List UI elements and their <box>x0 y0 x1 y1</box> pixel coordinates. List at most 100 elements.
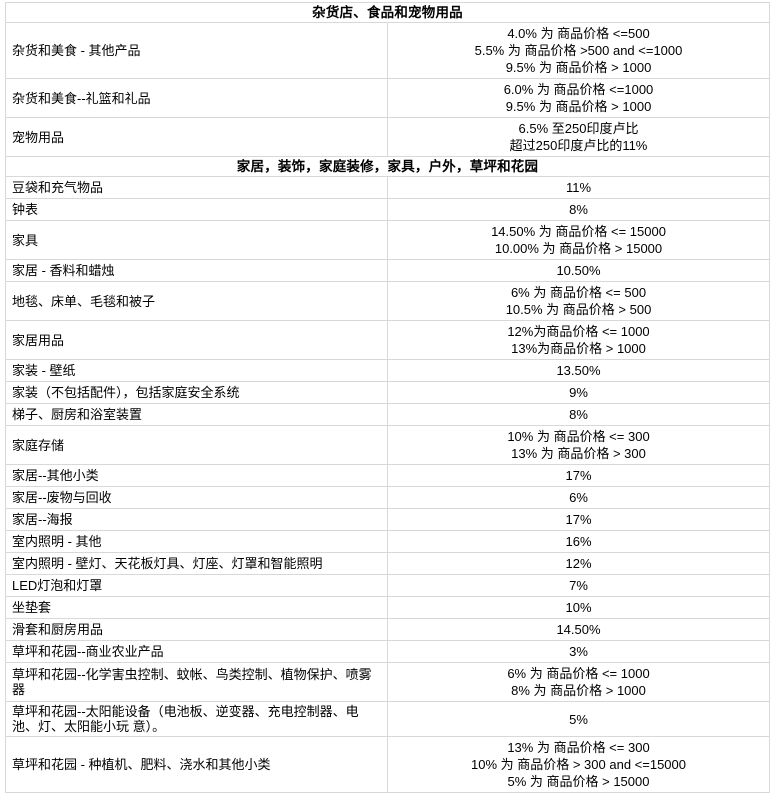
category-cell: 家装（不包括配件），包括家庭安全系统 <box>5 381 388 404</box>
category-cell: 家居--其他小类 <box>5 464 388 487</box>
rate-line: 超过250印度卢比的11% <box>509 138 648 153</box>
category-cell: 家居--海报 <box>5 508 388 531</box>
table-row: 家居--其他小类 17% <box>5 464 770 487</box>
table-row: 坐垫套 10% <box>5 596 770 619</box>
table-row: 室内照明 - 壁灯、天花板灯具、灯座、灯罩和智能照明 12% <box>5 552 770 575</box>
table-row: 梯子、厨房和浴室装置 8% <box>5 403 770 426</box>
rate-line: 5.5% 为 商品价格 >500 and <=1000 <box>474 43 683 58</box>
table-row: 家装（不包括配件），包括家庭安全系统 9% <box>5 381 770 404</box>
rate-line: 10.50% <box>556 263 601 278</box>
rate-line: 10% 为 商品价格 > 300 and <=15000 <box>471 757 686 772</box>
rate-cell: 12%为商品价格 <= 1000 13%为商品价格 > 1000 <box>387 320 770 360</box>
rate-line: 7% <box>569 578 588 593</box>
category-cell: 家居--废物与回收 <box>5 486 388 509</box>
rate-cell: 14.50% 为 商品价格 <= 15000 10.00% 为 商品价格 > 15… <box>387 220 770 260</box>
rate-line: 8% <box>569 202 588 217</box>
rate-cell: 8% <box>387 403 770 426</box>
rate-line: 13%为商品价格 > 1000 <box>511 341 646 356</box>
table-row: 杂货和美食--礼篮和礼品 6.0% 为 商品价格 <=1000 9.5% 为 商品价… <box>5 78 770 118</box>
section-header-title: 杂货店、食品和宠物用品 <box>5 2 770 23</box>
category-cell: 滑套和厨房用品 <box>5 618 388 641</box>
rate-line: 10.5% 为 商品价格 > 500 <box>505 302 652 317</box>
category-cell: 家居用品 <box>5 320 388 360</box>
table-row: LED灯泡和灯罩 7% <box>5 574 770 597</box>
rate-line: 8% 为 商品价格 > 1000 <box>511 683 646 698</box>
rate-cell: 6% 为 商品价格 <= 500 10.5% 为 商品价格 > 500 <box>387 281 770 321</box>
category-cell: 地毯、床单、毛毯和被子 <box>5 281 388 321</box>
rate-cell: 10% 为 商品价格 <= 300 13% 为 商品价格 > 300 <box>387 425 770 465</box>
table-row: 杂货和美食 - 其他产品 4.0% 为 商品价格 <=500 5.5% 为 商品价格… <box>5 22 770 79</box>
rate-line: 11% <box>565 180 592 195</box>
rate-line: 5% 为 商品价格 > 15000 <box>507 774 650 789</box>
rate-cell: 13.50% <box>387 359 770 382</box>
rate-line: 13% 为 商品价格 <= 300 <box>507 740 650 755</box>
rate-line: 12%为商品价格 <= 1000 <box>507 324 650 339</box>
rate-cell: 6.5% 至250印度卢比 超过250印度卢比的11% <box>387 117 770 157</box>
referral-fee-table: 杂货店、食品和宠物用品 杂货和美食 - 其他产品 4.0% 为 商品价格 <=500… <box>5 2 770 793</box>
category-cell: 家居 - 香料和蜡烛 <box>5 259 388 282</box>
rate-cell: 11% <box>387 176 770 199</box>
rate-line: 14.50% <box>556 622 601 637</box>
category-cell: 室内照明 - 壁灯、天花板灯具、灯座、灯罩和智能照明 <box>5 552 388 575</box>
rate-line: 14.50% 为 商品价格 <= 15000 <box>491 224 666 239</box>
category-cell: 草坪和花园--商业农业产品 <box>5 640 388 663</box>
fee-table-body: 杂货店、食品和宠物用品 杂货和美食 - 其他产品 4.0% 为 商品价格 <=500… <box>5 2 770 793</box>
rate-line: 5% <box>569 711 588 727</box>
rate-line: 9.5% 为 商品价格 > 1000 <box>505 99 652 114</box>
table-row: 豆袋和充气物品 11% <box>5 176 770 199</box>
section-header-row: 杂货店、食品和宠物用品 <box>5 2 770 23</box>
category-cell: 坐垫套 <box>5 596 388 619</box>
category-cell: 豆袋和充气物品 <box>5 176 388 199</box>
rate-line: 9% <box>569 385 588 400</box>
rate-cell: 8% <box>387 198 770 221</box>
category-cell: 家具 <box>5 220 388 260</box>
category-cell: 草坪和花园--太阳能设备（电池板、逆变器、充电控制器、电池、灯、太阳能小玩 意）… <box>5 701 388 737</box>
table-row: 钟表 8% <box>5 198 770 221</box>
rate-cell: 10% <box>387 596 770 619</box>
rate-cell: 17% <box>387 508 770 531</box>
category-cell: 家装 - 壁纸 <box>5 359 388 382</box>
rate-line: 10% <box>565 600 592 615</box>
table-row: 家具 14.50% 为 商品价格 <= 15000 10.00% 为 商品价格 > … <box>5 220 770 260</box>
rate-line: 6% <box>569 490 588 505</box>
rate-line: 13% 为 商品价格 > 300 <box>511 446 646 461</box>
table-row: 家庭存储 10% 为 商品价格 <= 300 13% 为 商品价格 > 300 <box>5 425 770 465</box>
category-cell: 宠物用品 <box>5 117 388 157</box>
table-row: 家居--废物与回收 6% <box>5 486 770 509</box>
rate-line: 6.5% 至250印度卢比 <box>518 121 639 136</box>
category-cell: 梯子、厨房和浴室装置 <box>5 403 388 426</box>
category-cell: 室内照明 - 其他 <box>5 530 388 553</box>
rate-cell: 12% <box>387 552 770 575</box>
category-cell: LED灯泡和灯罩 <box>5 574 388 597</box>
category-cell: 钟表 <box>5 198 388 221</box>
rate-line: 17% <box>565 512 592 527</box>
table-row: 草坪和花园--太阳能设备（电池板、逆变器、充电控制器、电池、灯、太阳能小玩 意）… <box>5 701 770 737</box>
rate-line: 9.5% 为 商品价格 > 1000 <box>505 60 652 75</box>
rate-cell: 6% <box>387 486 770 509</box>
table-row: 室内照明 - 其他 16% <box>5 530 770 553</box>
rate-cell: 7% <box>387 574 770 597</box>
rate-cell: 16% <box>387 530 770 553</box>
category-cell: 杂货和美食--礼篮和礼品 <box>5 78 388 118</box>
rate-line: 3% <box>569 644 588 659</box>
rate-line: 6% 为 商品价格 <= 500 <box>510 285 647 300</box>
table-row: 家装 - 壁纸 13.50% <box>5 359 770 382</box>
rate-line: 8% <box>569 407 588 422</box>
rate-cell: 4.0% 为 商品价格 <=500 5.5% 为 商品价格 >500 and <=… <box>387 22 770 79</box>
rate-cell: 6% 为 商品价格 <= 1000 8% 为 商品价格 > 1000 <box>387 662 770 702</box>
rate-cell: 13% 为 商品价格 <= 300 10% 为 商品价格 > 300 and <=… <box>387 736 770 793</box>
category-cell: 草坪和花园--化学害虫控制、蚊帐、鸟类控制、植物保护、喷雾器 <box>5 662 388 702</box>
table-row: 滑套和厨房用品 14.50% <box>5 618 770 641</box>
rate-line: 6% 为 商品价格 <= 1000 <box>507 666 650 681</box>
rate-line: 13.50% <box>556 363 601 378</box>
table-row: 草坪和花园--商业农业产品 3% <box>5 640 770 663</box>
rate-cell: 9% <box>387 381 770 404</box>
rate-line: 17% <box>565 468 592 483</box>
category-cell: 家庭存储 <box>5 425 388 465</box>
rate-line: 6.0% 为 商品价格 <=1000 <box>503 82 654 97</box>
rate-cell: 6.0% 为 商品价格 <=1000 9.5% 为 商品价格 > 1000 <box>387 78 770 118</box>
rate-line: 16% <box>565 534 592 549</box>
table-row: 家居用品 12%为商品价格 <= 1000 13%为商品价格 > 1000 <box>5 320 770 360</box>
rate-line: 12% <box>565 556 592 571</box>
